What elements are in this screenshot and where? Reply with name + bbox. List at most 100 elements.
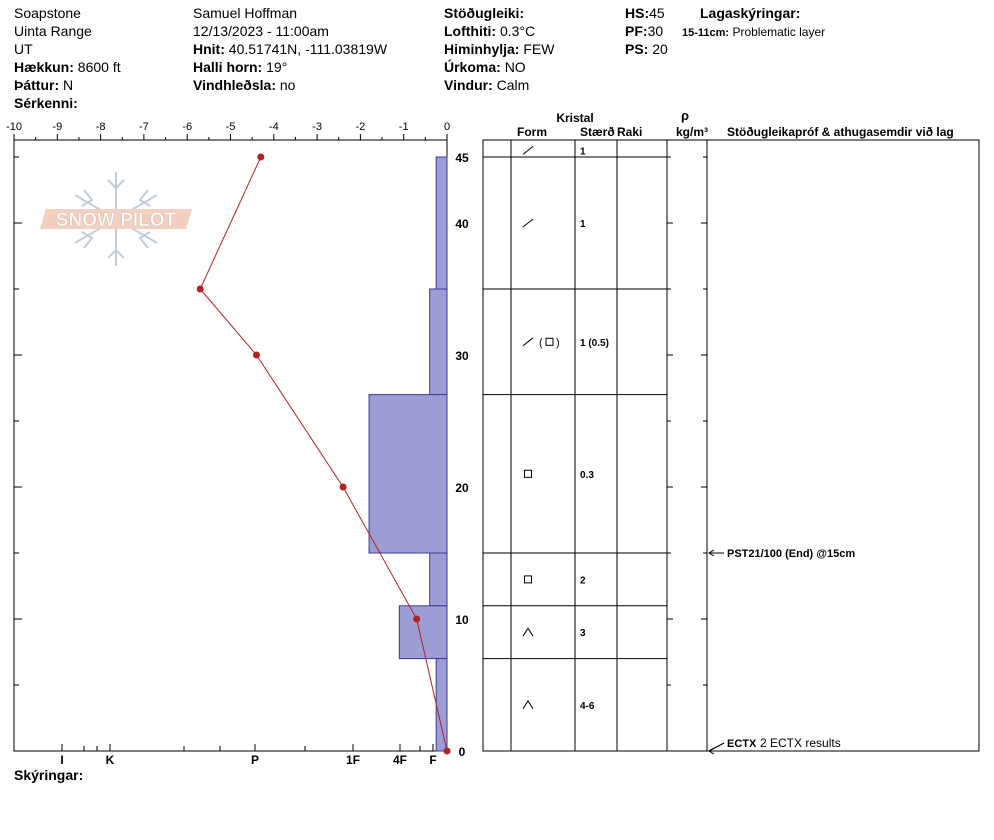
- moisture-header: Raki: [617, 125, 642, 139]
- table-row: 1: [483, 146, 667, 158]
- hardness-bar: [429, 552, 448, 607]
- pf-row: PF:30: [625, 22, 663, 40]
- depth-tick-label: 20: [455, 481, 469, 495]
- notes-row: Skýringar:: [14, 766, 83, 784]
- coords-label: Hnit:: [193, 41, 225, 57]
- aspect-row: Þáttur: N: [14, 76, 73, 94]
- logo-banner: [40, 209, 192, 229]
- test-label: PST21/100 (End) @15cm: [727, 548, 855, 560]
- aspect-value: N: [63, 77, 74, 93]
- grain-size: 3: [580, 628, 586, 639]
- grain-size: 1: [580, 219, 586, 230]
- precip-value: NO: [504, 59, 526, 75]
- sky-value: FEW: [523, 41, 555, 57]
- table-row: 0.3: [483, 469, 667, 554]
- depth-tick-label: 0: [459, 745, 466, 759]
- temp-tick-label: -1: [399, 121, 409, 133]
- size-header: Stærð: [580, 125, 615, 139]
- layer-note-text: Problematic layer: [732, 25, 826, 39]
- pf-value: 30: [647, 23, 664, 39]
- faceted-crystals-icon: [524, 575, 532, 584]
- ps-value: 20: [652, 41, 668, 57]
- depth-tick-label: 30: [455, 349, 469, 363]
- temp-tick-label: 0: [444, 121, 450, 133]
- table-depth-ticks: [667, 156, 707, 752]
- stability-test: PST21/100 (End) @15cm: [708, 548, 855, 560]
- temp-tick-label: -8: [96, 121, 106, 133]
- test-label: ECTX: [727, 738, 757, 750]
- grain-size: 0.3: [580, 470, 594, 481]
- hs-value: 45: [649, 5, 665, 21]
- grain-size: 4-6: [580, 701, 595, 712]
- temp-tick-label: -3: [312, 121, 322, 133]
- hardness-axis: I K P 1F 4F F: [60, 744, 437, 767]
- hardness-tick-label: P: [251, 753, 259, 767]
- temp-tick-label: -9: [52, 121, 62, 133]
- wind-value: Calm: [496, 77, 530, 93]
- wind-loading-row: Vindhleðsla: no: [193, 76, 295, 94]
- hardness-tick-label: 1F: [346, 753, 360, 767]
- table-row: 3: [483, 627, 667, 660]
- sky-label: Himinhylja:: [444, 41, 520, 57]
- temperature-point: [196, 285, 204, 293]
- paren-close: ): [556, 337, 560, 349]
- precip-row: Úrkoma: NO: [444, 58, 526, 76]
- pf-label: PF:: [625, 23, 648, 39]
- snowpilot-logo: SNOW PILOT: [40, 172, 192, 266]
- temp-tick-label: -6: [182, 121, 192, 133]
- temp-tick-label: -2: [356, 121, 366, 133]
- hardness-tick-label: I: [60, 753, 63, 767]
- hs-row: HS:45: [625, 4, 665, 22]
- table-row: () 1 (0.5): [483, 337, 667, 396]
- temp-tick-label: -10: [6, 121, 22, 133]
- table-row: 1: [483, 218, 667, 290]
- hardness-bar: [435, 156, 448, 290]
- ps-row: PS: 20: [625, 40, 668, 58]
- elevation-row: Hækkun: 8600 ft: [14, 58, 121, 76]
- wind-loading-value: no: [279, 77, 296, 93]
- logo-text: SNOW PILOT: [56, 210, 177, 231]
- features-row: Sérkenni:: [14, 94, 78, 112]
- precip-particles-icon: [522, 146, 534, 155]
- depth-hoar-icon: [522, 699, 534, 710]
- features-label: Sérkenni:: [14, 95, 78, 111]
- form-header: Form: [517, 125, 547, 139]
- hardness-tick-label: F: [429, 753, 436, 767]
- wind-loading-label: Vindhleðsla:: [193, 77, 276, 93]
- faceted-crystals-icon: [545, 337, 554, 346]
- slope-value: 19°: [266, 59, 288, 75]
- depth-tick-label: 40: [455, 217, 469, 231]
- test-extra: 2 ECTX results: [760, 736, 841, 750]
- stability-row: Stöðugleiki:: [444, 4, 524, 22]
- state: UT: [14, 41, 33, 57]
- grain-size: 1 (0.5): [580, 338, 609, 349]
- depth-hoar-icon: [522, 627, 534, 637]
- arrow-head-icon: [708, 549, 715, 557]
- notes-label: Skýringar:: [14, 767, 84, 783]
- hardness-bar: [368, 394, 448, 554]
- temperature-line: [199, 156, 448, 752]
- hardness-bar: [398, 605, 448, 660]
- hardness-tick-label: K: [106, 753, 115, 767]
- temp-tick-label: -4: [269, 121, 279, 133]
- air-temp-label: Lofthiti:: [444, 23, 497, 39]
- density-unit-header: kg/m³: [676, 125, 708, 139]
- crystal-header: Kristal: [556, 111, 593, 125]
- temp-tick-label: -5: [226, 121, 236, 133]
- hardness-bar: [435, 658, 448, 752]
- hardness-bar: [429, 288, 448, 396]
- temp-tick-label: -7: [139, 121, 149, 133]
- aspect-label: Þáttur:: [14, 77, 60, 93]
- coords-row: Hnit: 40.51741N, -111.03819W: [193, 40, 387, 58]
- layer-table: Kristal Form Stærð Raki ρ kg/m³ Stöðugle…: [482, 108, 980, 755]
- temperature-point: [443, 747, 451, 755]
- faceted-crystals-icon: [524, 469, 532, 478]
- slope-row: Halli horn: 19°: [193, 58, 287, 76]
- grain-size: 2: [580, 575, 586, 586]
- hs-label: HS:: [625, 5, 650, 21]
- stability-test: ECTX 2 ECTX results: [708, 736, 841, 755]
- wind-row: Vindur: Calm: [444, 76, 529, 94]
- arrow-head-icon: [708, 747, 715, 755]
- table-frame: [482, 139, 980, 752]
